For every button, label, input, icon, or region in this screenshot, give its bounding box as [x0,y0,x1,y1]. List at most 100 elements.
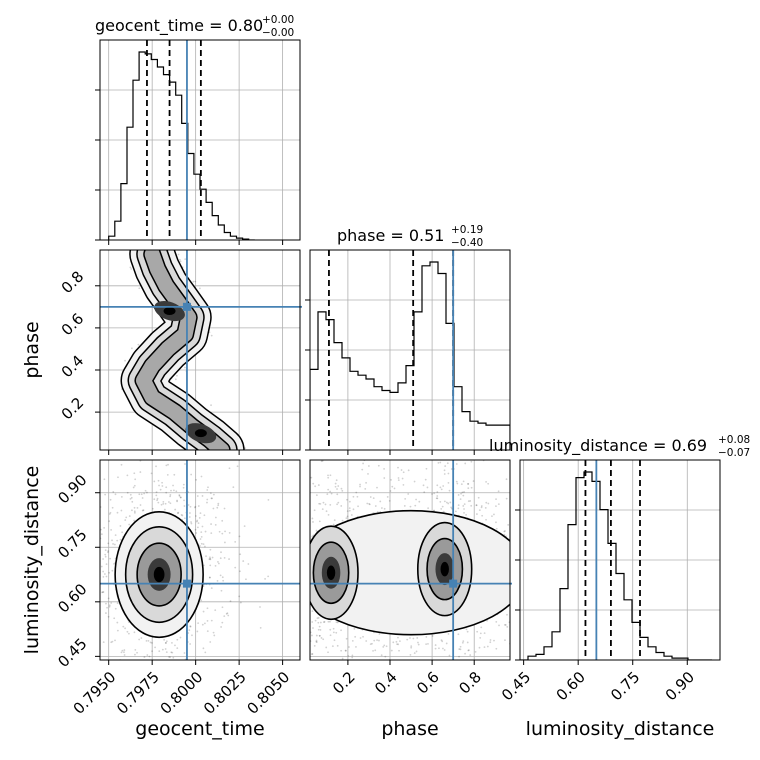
sample-point [344,662,346,664]
sample-point [219,557,222,560]
sample-point [288,620,290,622]
sample-point [303,522,305,524]
sample-point [308,590,310,592]
sample-point [264,578,266,580]
sample-point [321,508,324,511]
sample-point [79,507,81,509]
sample-point [94,587,96,589]
sample-point [526,583,528,585]
sample-point [452,663,454,665]
sample-point [442,647,444,650]
sample-point [368,720,370,722]
sample-point [305,620,307,622]
sample-point [463,508,465,510]
sample-point [199,538,202,540]
sample-point [292,555,294,557]
sample-point [478,646,481,649]
sample-point [469,654,472,656]
sample-point [11,544,13,546]
sample-point [303,544,305,546]
truth-marker [182,579,191,588]
title-geocent-time-plus: +0.00 [262,14,294,26]
sample-point [92,483,94,485]
sample-point [91,547,93,549]
sample-point [123,649,126,651]
sample-point [128,515,131,517]
sample-point [293,534,295,536]
sample-point [475,504,478,507]
sample-point [431,493,433,495]
x-tick-label-geocent_time: 0.7950 [70,668,120,718]
histogram-phase [310,250,510,450]
sample-point [220,626,223,628]
sample-point [336,493,339,496]
sample-point [423,491,426,494]
sample-point [475,504,478,507]
sample-point [457,504,460,507]
sample-point [439,713,441,715]
sample-point [296,420,298,422]
sample-point [460,483,463,486]
sample-point [122,625,125,628]
sample-point [178,494,181,496]
sample-point [346,510,349,513]
sample-point [271,595,273,597]
sample-point [350,514,353,516]
density-geocent-vs-phase [120,250,245,450]
sample-point [484,672,486,674]
sample-point [197,454,199,456]
sample-point [362,462,365,465]
sample-point [120,509,123,512]
sample-point [184,463,186,465]
sample-point [217,560,219,563]
sample-point [288,541,290,543]
sample-point [446,462,449,465]
sample-point [189,450,191,452]
sample-point [425,643,428,645]
sample-point [271,638,273,640]
sample-point [145,246,147,248]
sample-point [304,601,306,603]
sample-point [165,651,168,653]
sample-point [336,662,338,664]
sample-point [364,488,367,490]
sample-point [382,645,385,648]
sample-point [178,495,181,497]
sample-point [295,464,297,466]
sample-point [136,506,139,509]
x-tick-label-phase: 0.6 [413,668,443,698]
sample-point [359,637,362,639]
sample-point [182,486,185,489]
sample-point [479,636,482,639]
sample-point [511,552,513,554]
sample-point [223,556,226,559]
sample-point [329,490,332,493]
sample-point [190,473,193,476]
sample-point [474,651,477,653]
sample-point [462,640,465,643]
sample-point [442,485,445,487]
sample-point [340,487,343,490]
sample-point [288,413,290,415]
sample-point [161,485,164,487]
sample-point [228,558,230,560]
sample-point [351,639,354,642]
sample-point [295,516,297,518]
sample-point [219,452,221,454]
sample-point [353,627,356,630]
sample-point [477,496,480,499]
sample-point [397,636,399,639]
sample-point [104,555,107,558]
sample-point [320,637,323,639]
sample-point [333,757,335,759]
sample-point [273,600,275,602]
sample-point [196,451,198,453]
sample-point [315,494,318,497]
sample-point [181,514,184,517]
sample-point [336,488,338,490]
sample-point [196,526,199,529]
sample-point [447,472,450,475]
x-tick-label-luminosity_distance: 0.60 [553,668,589,704]
sample-point [470,486,473,489]
sample-point [317,621,320,624]
